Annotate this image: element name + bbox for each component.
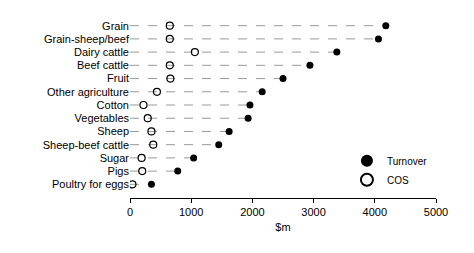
- svg-text:Pigs: Pigs: [108, 165, 130, 177]
- svg-text:$m: $m: [275, 221, 290, 233]
- svg-text:Cotton: Cotton: [97, 99, 129, 111]
- svg-text:Sheep: Sheep: [97, 125, 129, 137]
- svg-text:Poultry for eggs: Poultry for eggs: [52, 178, 130, 190]
- svg-text:0: 0: [127, 206, 133, 218]
- svg-text:Beef cattle: Beef cattle: [77, 59, 129, 71]
- svg-text:Turnover: Turnover: [387, 156, 427, 167]
- svg-text:Vegetables: Vegetables: [75, 112, 130, 124]
- svg-text:2000: 2000: [240, 206, 264, 218]
- svg-text:3000: 3000: [301, 206, 325, 218]
- svg-text:1000: 1000: [179, 206, 203, 218]
- svg-text:Dairy cattle: Dairy cattle: [74, 46, 129, 58]
- svg-text:Other agriculture: Other agriculture: [47, 86, 129, 98]
- svg-text:Grain-sheep/beef: Grain-sheep/beef: [44, 33, 130, 45]
- svg-text:4000: 4000: [363, 206, 387, 218]
- svg-text:Sugar: Sugar: [100, 152, 130, 164]
- svg-text:Fruit: Fruit: [107, 72, 129, 84]
- svg-text:5000: 5000: [424, 206, 448, 218]
- svg-text:Sheep-beef cattle: Sheep-beef cattle: [43, 139, 129, 151]
- svg-text:Grain: Grain: [102, 20, 129, 32]
- svg-text:COS: COS: [387, 175, 409, 186]
